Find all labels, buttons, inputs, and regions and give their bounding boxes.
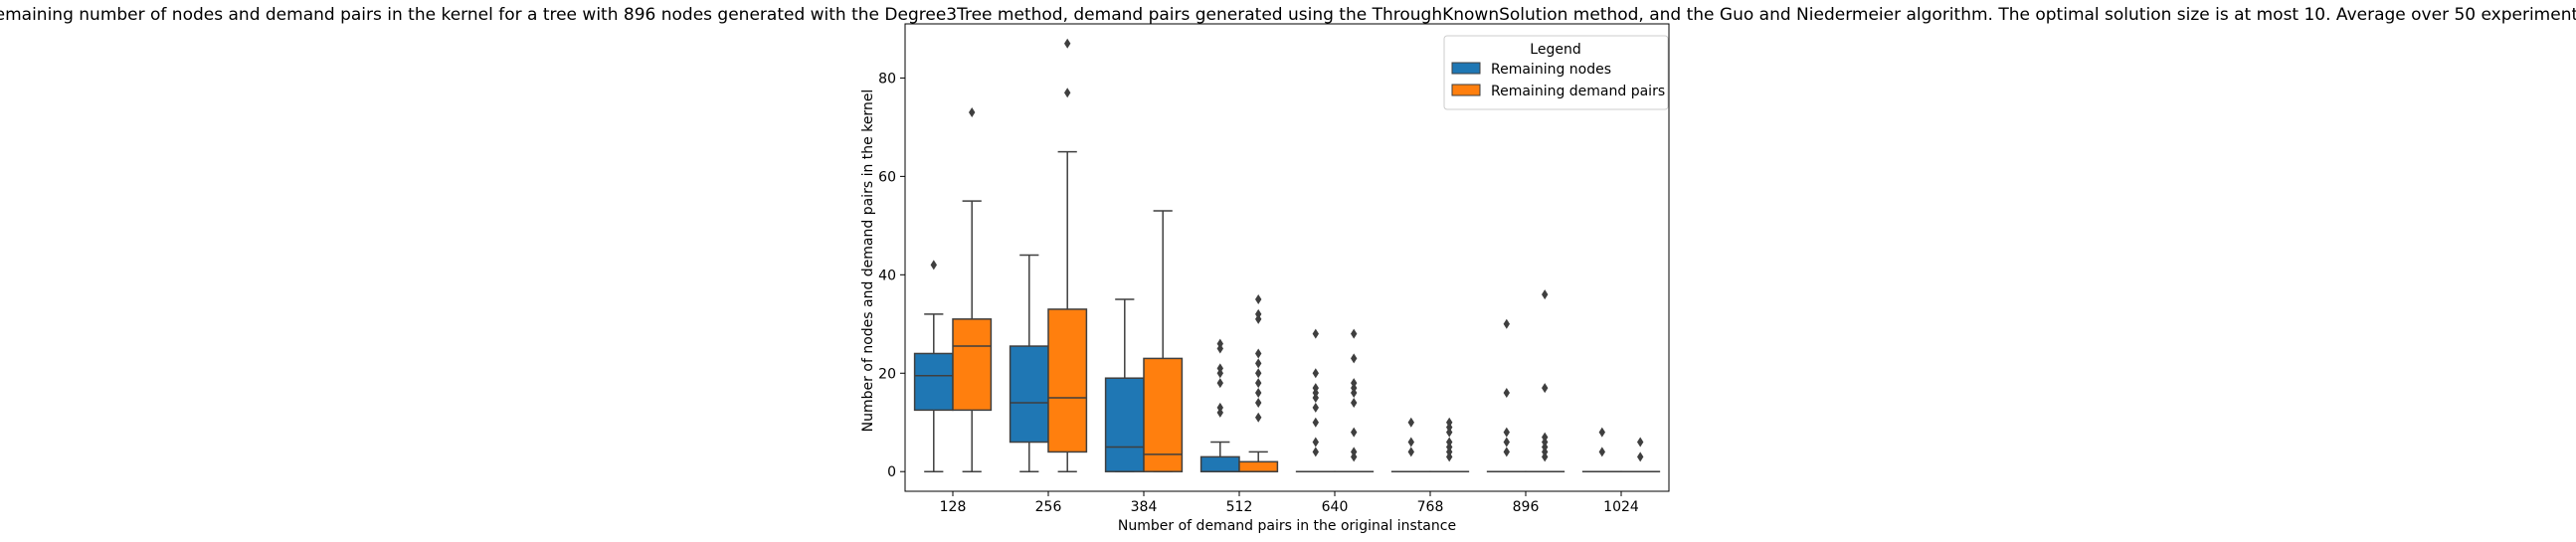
box-body	[913, 352, 954, 412]
y-tick-label-2: 40	[878, 268, 896, 283]
flier-point	[1064, 38, 1071, 49]
flier-point	[969, 107, 976, 118]
flier-point	[1312, 402, 1319, 413]
x-tick-label-1024: 1024	[1603, 499, 1639, 515]
box-body	[1238, 460, 1279, 472]
flier-point	[1637, 452, 1644, 462]
x-axis-label: Number of demand pairs in the original i…	[1118, 518, 1456, 534]
chart-title: Remaining number of nodes and demand pai…	[0, 5, 2576, 25]
box-body	[1009, 345, 1049, 444]
flier-point	[1542, 383, 1549, 394]
box-remaining-nodes-640	[1295, 328, 1336, 472]
flier-point	[1503, 388, 1510, 399]
box-remaining-nodes-512	[1199, 338, 1240, 472]
axes-frame	[904, 23, 1670, 492]
box-remaining-demand-pairs-384	[1143, 210, 1184, 472]
flier-point	[1312, 447, 1319, 457]
flier-point	[1216, 402, 1223, 413]
flier-point	[1503, 318, 1510, 329]
y-axis-label: Number of nodes and demand pairs in the …	[860, 90, 876, 433]
box-remaining-nodes-384	[1104, 298, 1145, 472]
legend-title: Legend	[1530, 42, 1580, 58]
y-tick-label-3: 60	[878, 169, 896, 185]
plot-area	[904, 23, 1670, 492]
flier-point	[1312, 437, 1319, 448]
flier-point	[1351, 427, 1358, 438]
flier-point	[1216, 363, 1223, 374]
box-body	[952, 318, 993, 412]
legend: Legend Remaining nodes Remaining demand …	[1443, 35, 1669, 110]
flier-point	[930, 260, 937, 271]
x-axis: 128 256 384 512 640 768 896 1024	[940, 491, 1639, 515]
flier-point	[1542, 432, 1549, 443]
flier-point	[1637, 437, 1644, 448]
flier-point	[1255, 412, 1262, 423]
box-remaining-nodes-256	[1009, 254, 1049, 472]
box-remaining-demand-pairs-640	[1334, 328, 1375, 472]
flier-point	[1255, 358, 1262, 369]
box-remaining-nodes-1024	[1581, 427, 1622, 472]
flier-point	[1255, 348, 1262, 359]
x-tick-label-896: 896	[1513, 499, 1540, 515]
box-remaining-nodes-896	[1486, 318, 1527, 472]
box-remaining-demand-pairs-896	[1525, 289, 1565, 472]
flier-point	[1598, 447, 1605, 457]
flier-point	[1503, 447, 1510, 457]
box-body	[1143, 357, 1184, 472]
flier-point	[1216, 378, 1223, 389]
y-tick-label-0: 0	[887, 464, 896, 480]
flier-point	[1351, 353, 1358, 364]
x-tick-label-256: 256	[1035, 499, 1062, 515]
box-remaining-demand-pairs-128	[952, 107, 993, 472]
flier-point	[1255, 294, 1262, 305]
y-axis: 0 20 40 60 80	[878, 71, 905, 480]
flier-point	[1351, 397, 1358, 408]
flier-point	[1503, 427, 1510, 438]
y-tick-label-1: 20	[878, 366, 896, 382]
legend-frame	[1443, 35, 1669, 110]
legend-label-remaining-nodes: Remaining nodes	[1491, 62, 1611, 78]
flier-point	[1216, 338, 1223, 349]
legend-swatch-remaining-demand-pairs	[1451, 84, 1481, 96]
y-tick-label-4: 80	[878, 71, 896, 87]
box-remaining-nodes-128	[913, 260, 954, 472]
flier-point	[1598, 427, 1605, 438]
flier-point	[1255, 378, 1262, 389]
box-body	[1199, 455, 1240, 472]
flier-point	[1407, 447, 1414, 457]
box-remaining-demand-pairs-512	[1238, 294, 1279, 472]
flier-point	[1446, 417, 1453, 428]
box-remaining-nodes-768	[1390, 417, 1431, 472]
flier-point	[1255, 308, 1262, 319]
box-remaining-demand-pairs-768	[1429, 417, 1470, 472]
flier-point	[1446, 437, 1453, 448]
legend-swatch-remaining-nodes	[1451, 62, 1481, 75]
flier-point	[1351, 328, 1358, 339]
box-body	[1047, 308, 1088, 453]
x-tick-label-128: 128	[940, 499, 967, 515]
flier-point	[1255, 368, 1262, 379]
flier-point	[1351, 378, 1358, 389]
box-remaining-demand-pairs-256	[1047, 38, 1088, 472]
flier-point	[1255, 388, 1262, 399]
x-tick-label-384: 384	[1131, 499, 1158, 515]
flier-point	[1064, 88, 1071, 98]
flier-point	[1312, 368, 1319, 379]
flier-point	[1542, 289, 1549, 300]
flier-point	[1407, 417, 1414, 428]
flier-point	[1503, 437, 1510, 448]
box-body	[1104, 377, 1145, 472]
legend-label-remaining-demand-pairs: Remaining demand pairs	[1491, 84, 1665, 99]
flier-point	[1312, 383, 1319, 394]
x-tick-label-640: 640	[1322, 499, 1349, 515]
x-tick-label-512: 512	[1226, 499, 1253, 515]
flier-point	[1312, 328, 1319, 339]
flier-point	[1255, 397, 1262, 408]
flier-point	[1312, 417, 1319, 428]
flier-point	[1351, 447, 1358, 457]
box-remaining-demand-pairs-1024	[1620, 437, 1661, 472]
flier-point	[1407, 437, 1414, 448]
x-tick-label-768: 768	[1417, 499, 1444, 515]
